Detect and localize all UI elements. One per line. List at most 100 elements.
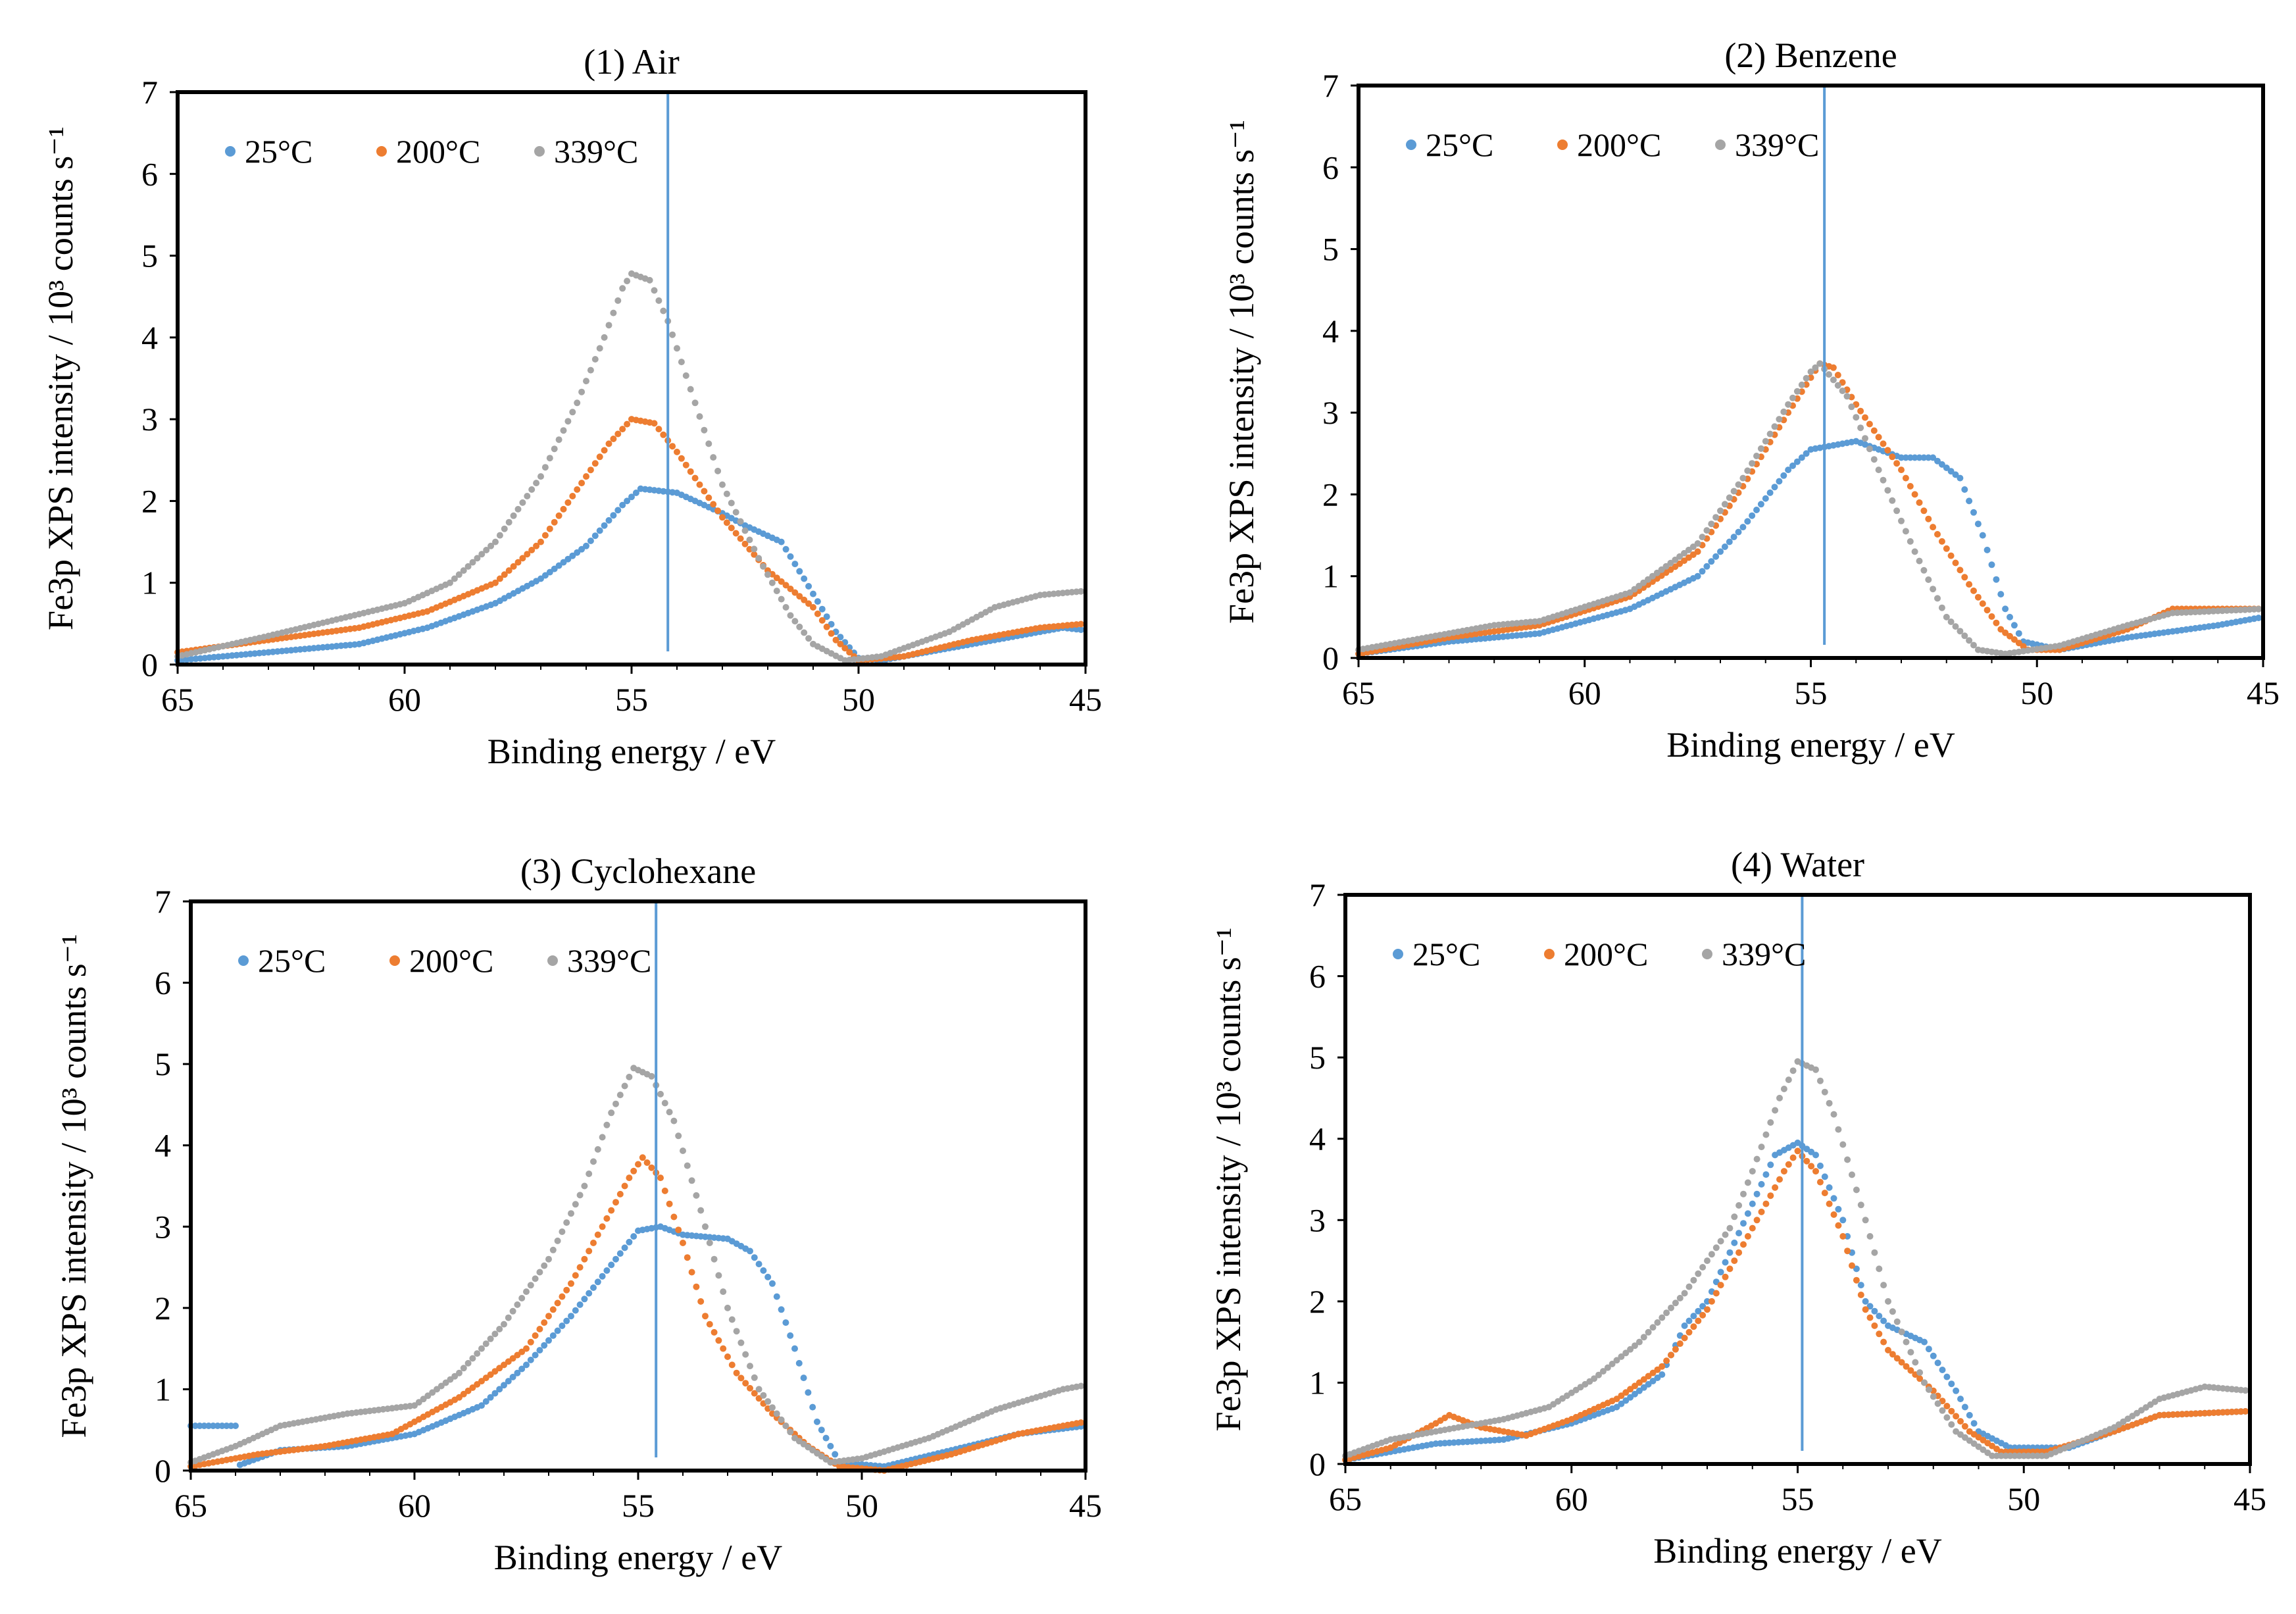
data-point	[1618, 1353, 1625, 1360]
data-point	[755, 1386, 762, 1393]
data-point	[702, 1223, 709, 1230]
data-point	[1604, 1364, 1611, 1371]
data-point	[1717, 548, 1724, 555]
data-point	[1857, 1201, 1864, 1209]
data-point	[1640, 1334, 1647, 1341]
data-point	[805, 1389, 812, 1396]
data-point	[1880, 1282, 1887, 1289]
data-point	[1772, 1184, 1779, 1191]
data-point	[1907, 538, 1914, 545]
data-point	[1726, 538, 1733, 545]
data-point	[603, 1267, 611, 1274]
data-point	[1704, 1306, 1710, 1313]
data-point	[648, 1164, 655, 1171]
data-point	[814, 598, 821, 605]
data-point	[660, 431, 667, 438]
data-point	[1757, 445, 1764, 452]
data-point	[1676, 1340, 1684, 1348]
data-point	[1961, 574, 1968, 581]
data-point	[528, 486, 536, 493]
data-point	[1749, 1200, 1756, 1207]
data-point	[773, 1410, 780, 1417]
y-axis-label: Fe3p XPS intensity / 10³ counts s⁻¹	[1222, 120, 1261, 624]
data-point	[1681, 549, 1687, 557]
data-point	[630, 1167, 637, 1174]
data-point	[1880, 1338, 1887, 1346]
data-point	[619, 501, 626, 509]
data-point	[1893, 1318, 1901, 1325]
data-point	[1609, 1361, 1616, 1367]
data-point	[1735, 1249, 1743, 1256]
data-point	[1943, 465, 1950, 471]
data-point	[1767, 1161, 1774, 1169]
data-point	[1694, 572, 1701, 580]
data-point	[596, 345, 603, 352]
data-point	[1730, 534, 1737, 541]
data-point	[1649, 1324, 1657, 1331]
data-point	[603, 1215, 611, 1222]
data-point	[1853, 1265, 1860, 1273]
data-point	[1694, 548, 1701, 555]
data-point	[688, 1177, 695, 1184]
data-point	[1685, 1283, 1693, 1290]
data-point	[742, 1351, 749, 1358]
data-point	[616, 1250, 624, 1257]
data-point	[1681, 1322, 1688, 1329]
data-point	[687, 386, 694, 393]
data-point	[1948, 1407, 1955, 1415]
x-tick-label: 65	[1342, 674, 1375, 711]
data-point	[523, 1345, 530, 1352]
data-point	[1834, 372, 1841, 378]
data-point	[782, 1319, 789, 1326]
data-point	[732, 509, 739, 516]
data-point	[705, 440, 712, 447]
data-point	[1880, 476, 1887, 484]
data-point	[651, 420, 658, 427]
x-tick-label: 45	[2247, 674, 2280, 711]
series-s339	[1342, 1058, 2249, 1459]
data-point	[1676, 1294, 1684, 1301]
data-point	[1875, 467, 1882, 474]
data-point	[1793, 458, 1801, 465]
data-point	[1952, 471, 1959, 478]
data-point	[1830, 1195, 1837, 1202]
y-tick-label: 4	[141, 319, 158, 356]
data-point	[1984, 546, 1991, 553]
data-point	[670, 1117, 678, 1124]
data-point	[1749, 512, 1756, 519]
data-point	[1753, 507, 1760, 513]
data-point	[612, 1255, 619, 1263]
data-point	[1649, 1378, 1657, 1384]
data-point	[670, 1213, 678, 1221]
data-point	[587, 467, 594, 474]
data-point	[563, 1317, 570, 1324]
data-point	[723, 490, 730, 497]
data-point	[1889, 453, 1896, 461]
data-point	[732, 530, 739, 537]
data-point	[1939, 1407, 1946, 1414]
data-point	[1749, 1224, 1756, 1232]
data-point	[603, 1121, 611, 1128]
data-point	[773, 588, 780, 595]
legend-label: 200°C	[1564, 936, 1648, 972]
data-point	[702, 1313, 709, 1320]
data-point	[1943, 1403, 1951, 1409]
data-point	[1766, 430, 1774, 438]
data-point	[1938, 538, 1945, 545]
data-point	[560, 427, 567, 434]
data-point	[1853, 414, 1860, 421]
x-tick-label: 60	[1568, 674, 1601, 711]
data-point	[751, 545, 758, 553]
data-point	[1078, 620, 1085, 628]
legend-label: 339°C	[1735, 126, 1819, 163]
data-point	[1970, 509, 1977, 516]
data-point	[1758, 1144, 1765, 1151]
data-point	[787, 1428, 794, 1436]
data-point	[1626, 589, 1634, 596]
legend-marker	[238, 955, 249, 966]
data-point	[747, 1248, 753, 1255]
legend: 25°C 200°C 339°C	[1406, 126, 1819, 163]
data-point	[1762, 1200, 1770, 1207]
data-point	[1753, 1217, 1760, 1224]
